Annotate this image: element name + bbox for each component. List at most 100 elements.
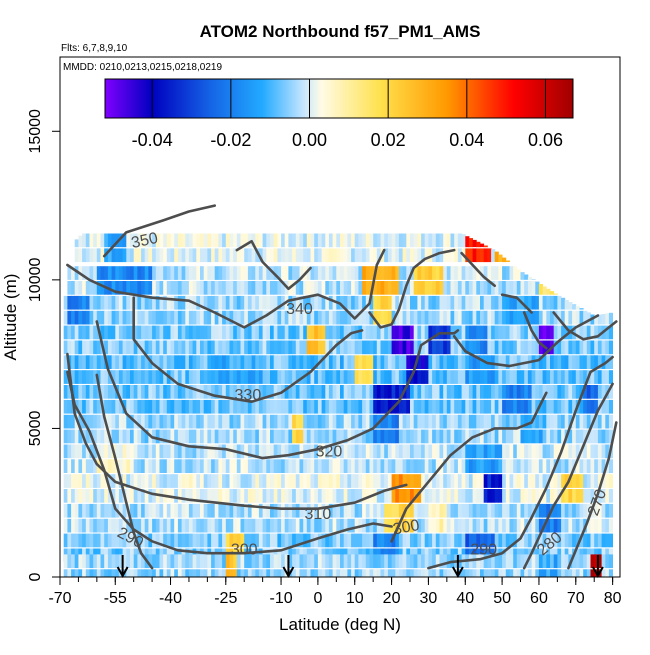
heatmap-cell [211,340,216,355]
heatmap-cell [207,370,212,384]
heatmap-cell [465,518,470,533]
heatmap-cell [85,554,90,569]
heatmap-cell [443,474,448,488]
heatmap-cell [82,474,87,488]
heatmap-cell [317,281,322,295]
heatmap-cell [63,399,68,414]
heatmap-cell [236,325,241,340]
heatmap-cell [468,325,473,340]
heatmap-cell [174,414,179,429]
heatmap-cell [439,370,444,384]
heatmap-cell [483,295,488,310]
heatmap-cell [398,385,403,399]
heatmap-cell [608,459,613,473]
heatmap-cell [524,399,529,414]
heatmap-cell [358,310,363,325]
heatmap-cell [233,399,238,414]
heatmap-cell [590,554,595,569]
heatmap-cell [336,489,341,503]
heatmap-cell [351,554,356,569]
heatmap-cell [524,385,529,399]
heatmap-cell [207,355,212,369]
heatmap-cell [207,281,212,295]
heatmap-cell [594,429,599,444]
heatmap-cell [417,444,422,459]
heatmap-cell [579,340,584,355]
heatmap-cell [244,295,249,310]
heatmap-cell [177,385,182,399]
heatmap-cell [133,310,138,325]
heatmap-cell [111,325,116,340]
heatmap-cell [597,518,602,533]
contour-label: 350 [130,230,160,252]
heatmap-cell [306,503,311,518]
heatmap-cell [542,414,547,429]
heatmap-cell [137,310,142,325]
heatmap-cell [590,533,595,548]
contour-label: 290 [470,541,497,558]
heatmap-cell [594,459,599,473]
heatmap-cell [439,444,444,459]
heatmap-cell [273,429,278,444]
heatmap-cell [78,248,83,263]
heatmap-cell [111,355,116,369]
heatmap-cell [67,340,72,355]
heatmap-cell [317,554,322,569]
heatmap-cell [310,399,315,414]
heatmap-cell [384,355,389,369]
heatmap-cell [277,399,282,414]
heatmap-cell [406,474,411,488]
heatmap-cell [332,266,337,280]
heatmap-cell [111,266,116,280]
heatmap-cell [550,459,555,473]
heatmap-cell [546,288,551,295]
heatmap-cell [586,429,591,444]
heatmap-cell [509,459,514,473]
heatmap-cell [262,355,267,369]
heatmap-cell [78,399,83,414]
heatmap-cell [155,325,160,340]
heatmap-cell [163,295,168,310]
colorbar-tick-label: 0.06 [528,130,563,150]
potential-temperature-contour [452,314,600,368]
heatmap-cell [74,459,79,473]
heatmap-cell [170,310,175,325]
heatmap-cell [299,266,304,280]
heatmap-cell [148,489,153,503]
heatmap-cell [207,310,212,325]
heatmap-cell [270,340,275,355]
heatmap-cell [608,429,613,444]
heatmap-cell [398,399,403,414]
heatmap-cell [295,370,300,384]
heatmap-cell [376,248,381,263]
heatmap-cell [152,370,157,384]
heatmap-cell [181,370,186,384]
heatmap-cell [376,459,381,473]
heatmap-cell [387,325,392,340]
heatmap-cell [362,489,367,503]
heatmap-cell [255,340,260,355]
heatmap-cell [557,518,562,533]
heatmap-cell [200,503,205,518]
heatmap-cell [266,429,271,444]
colorbar-tick-label: 0.04 [449,130,484,150]
heatmap-cell [133,385,138,399]
heatmap-cell [177,370,182,384]
heatmap-cell [192,233,197,248]
heatmap-cell [516,444,521,459]
heatmap-cell [553,503,558,518]
heatmap-cell [572,310,577,325]
heatmap-cell [572,385,577,399]
heatmap-cell [321,414,326,429]
heatmap-cell [531,533,536,548]
heatmap-cell [85,233,90,248]
heatmap-cell [428,370,433,384]
heatmap-cell [288,554,293,569]
heatmap-cell [605,325,610,340]
heatmap-cell [498,414,503,429]
heatmap-cell [553,569,558,577]
heatmap-cell [107,533,112,548]
heatmap-cell [247,489,252,503]
heatmap-cell [336,248,341,263]
heatmap-cell [152,569,157,577]
